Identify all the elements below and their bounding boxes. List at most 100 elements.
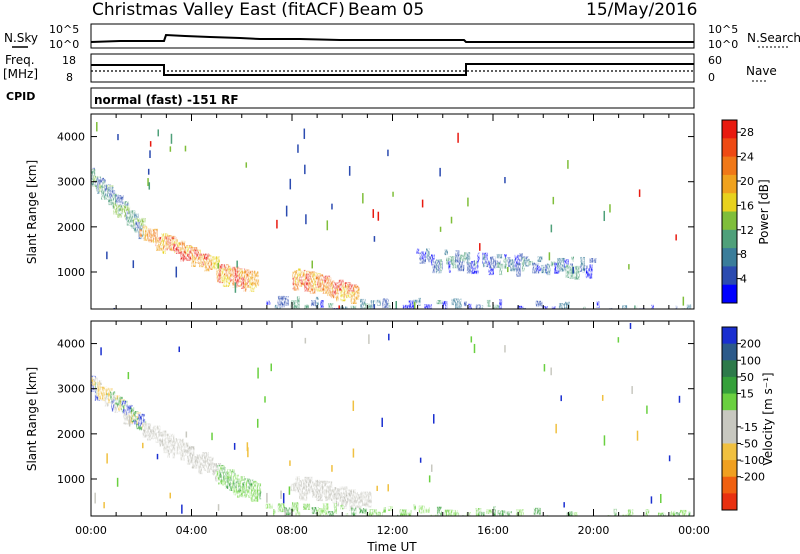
echo-cell: [130, 407, 135, 415]
noise-speck: [270, 363, 272, 372]
echo-cell: [402, 304, 410, 309]
y-tick-label: 2000: [57, 221, 85, 234]
echo-layer: [91, 375, 691, 525]
noise-speck: [311, 260, 313, 269]
echo-cell: [153, 425, 161, 431]
colorbar-swatch: [722, 426, 737, 444]
noise-speck: [148, 182, 151, 190]
colorbar-swatch: [722, 138, 737, 158]
colorbar-swatch: [722, 193, 737, 212]
noise-speck: [285, 205, 288, 217]
echo-cell: [290, 483, 297, 492]
echo-cell: [169, 441, 174, 449]
echo-cell: [156, 237, 164, 252]
echo-cell: [349, 288, 357, 297]
echo-cell: [388, 302, 391, 309]
noise-speck: [142, 442, 144, 449]
echo-cell: [148, 427, 154, 440]
echo-cell: [529, 308, 534, 309]
echo-cell: [622, 305, 628, 309]
velocity-colorbar: 200 100 50 15 -15 -50 -100 -200: [721, 326, 765, 511]
echo-cell: [579, 310, 586, 321]
noise-speck: [280, 490, 282, 499]
noise-speck: [170, 133, 173, 144]
echo-cell: [486, 509, 493, 515]
noise-speck: [264, 396, 266, 403]
noise-left-tick-top: 10^5: [49, 23, 79, 36]
echo-cell: [225, 478, 231, 489]
noise-speck: [276, 219, 278, 229]
echo-cell: [546, 263, 551, 276]
echo-cell: [219, 264, 223, 272]
echo-cell: [510, 259, 517, 272]
echo-cell: [150, 433, 157, 439]
noise-speck: [157, 129, 159, 137]
noise-speck: [682, 296, 685, 306]
echo-cell: [197, 249, 201, 255]
echo-cell: [418, 505, 425, 514]
echo-cell: [166, 433, 175, 440]
echo-cell: [138, 413, 146, 427]
echo-cell: [613, 508, 617, 516]
echo-cell: [339, 486, 348, 499]
echo-cell: [245, 269, 250, 283]
echo-cell: [345, 495, 348, 505]
noise-speck: [368, 334, 370, 344]
echo-cell: [322, 283, 326, 294]
noise-speck: [387, 149, 389, 157]
echo-cell: [571, 256, 575, 262]
noise-speck: [388, 333, 390, 341]
noise-speck: [289, 178, 292, 190]
noise-speck: [184, 145, 187, 152]
echo-cell: [316, 508, 324, 516]
station-title: Christmas Valley East (fitACF): [92, 0, 345, 20]
echo-cell: [514, 254, 520, 268]
echo-cell: [179, 241, 185, 248]
echo-cell: [493, 506, 496, 516]
echo-cell: [107, 391, 112, 403]
echo-cell: [252, 271, 259, 281]
echo-cell: [196, 250, 199, 259]
echo-cell: [350, 294, 357, 304]
echo-cell: [186, 253, 194, 259]
echo-cell: [202, 452, 209, 460]
echo-cell: [348, 284, 357, 292]
echo-cell: [207, 459, 210, 468]
echo-cell: [530, 517, 534, 525]
noise-speck: [552, 196, 555, 205]
echo-cell: [679, 509, 687, 516]
echo-cell: [304, 304, 309, 309]
noise-speck: [362, 193, 364, 204]
noise-speck: [636, 430, 639, 441]
x-tick-label: 00:00: [678, 524, 710, 537]
noise-speck: [373, 304, 375, 309]
echo-cell: [421, 251, 430, 260]
noise-speck: [548, 252, 551, 261]
colorbar-swatch: [722, 393, 737, 411]
noise-speck: [381, 417, 383, 427]
echo-cell: [345, 513, 349, 516]
noise-right-tick-top: 10^5: [708, 23, 738, 36]
noise-speck: [631, 386, 633, 394]
echo-cell: [331, 487, 337, 492]
echo-cell: [335, 488, 341, 495]
noise-speck: [646, 405, 648, 414]
echo-cell: [143, 229, 149, 236]
cpid-text: normal (fast) -151 RF: [94, 93, 239, 107]
echo-cell: [172, 444, 176, 459]
echo-cell: [315, 296, 319, 309]
noise-speck: [156, 453, 159, 460]
echo-cell: [189, 454, 192, 463]
echo-cell: [462, 515, 465, 516]
echo-cell: [283, 296, 289, 306]
echo-cell: [98, 184, 102, 192]
velocity-colorbar-label: Velocity [m s⁻¹]: [761, 372, 775, 465]
echo-cell: [91, 381, 95, 392]
colorbar-tick-label: 20: [740, 175, 754, 188]
echo-cell: [655, 308, 659, 309]
echo-cell: [535, 300, 543, 307]
echo-cell: [565, 301, 570, 309]
noise-speck: [504, 177, 506, 184]
noise-speck: [372, 209, 375, 218]
echo-cell: [203, 463, 208, 471]
